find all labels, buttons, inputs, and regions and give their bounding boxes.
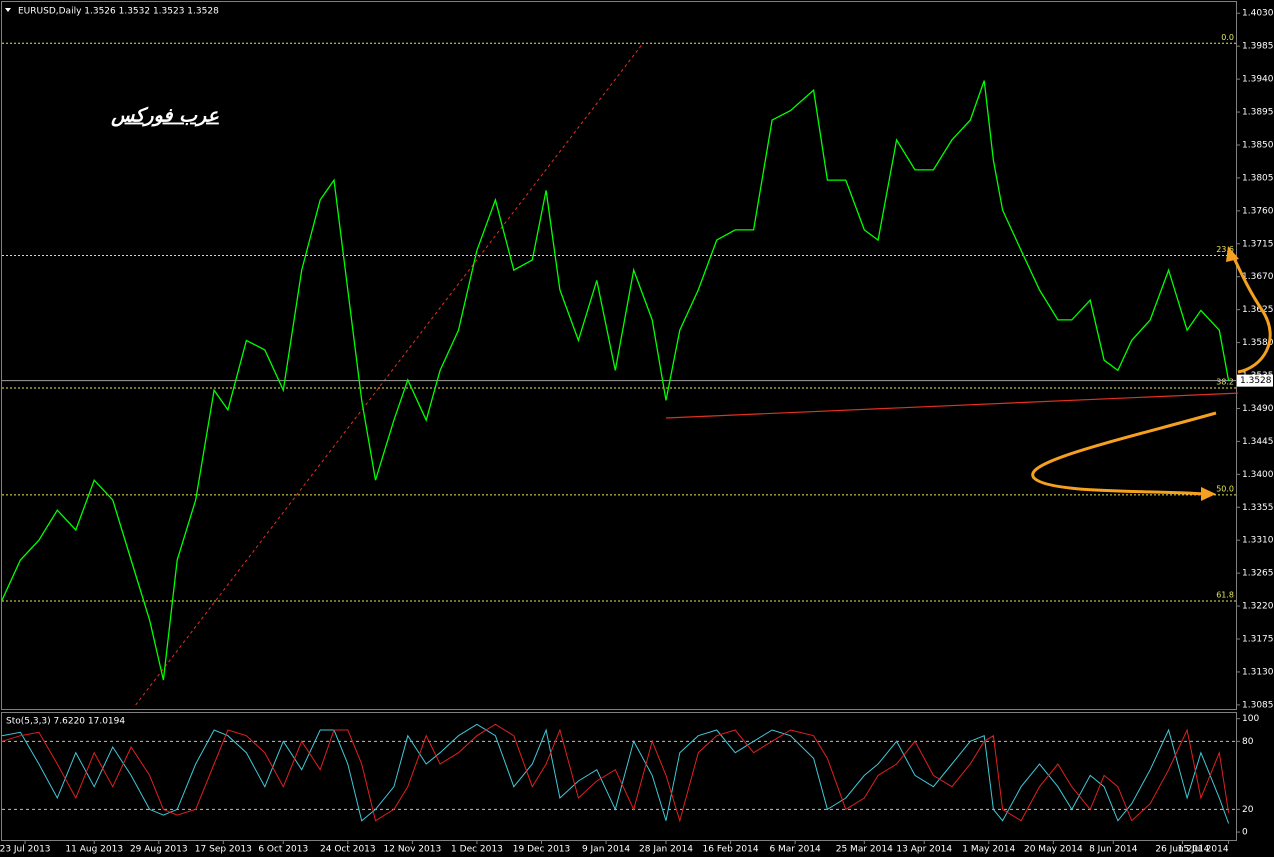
x-tick-label: 29 Aug 2013 bbox=[130, 845, 188, 855]
y-tick-label: 1.3445 bbox=[1242, 437, 1274, 447]
y-tick-label: 1.3715 bbox=[1242, 239, 1274, 249]
arrow-right bbox=[1031, 411, 1217, 496]
x-tick-label: 26 Jun 2014 bbox=[1155, 845, 1209, 855]
watermark: عرب فوركس bbox=[110, 105, 219, 127]
fibo-label: 23.6 bbox=[1216, 245, 1234, 254]
fibo-label: 0.0 bbox=[1221, 33, 1234, 42]
x-tick-label: 6 Mar 2014 bbox=[769, 845, 821, 855]
y-tick-label: 80 bbox=[1242, 737, 1254, 747]
x-tick-label: 11 Aug 2013 bbox=[65, 845, 123, 855]
fibo-label: 38.2 bbox=[1216, 377, 1234, 386]
y-tick-label: 1.3625 bbox=[1242, 305, 1274, 315]
x-tick-label: 17 Sep 2013 bbox=[195, 845, 252, 855]
y-tick-label: 1.3220 bbox=[1242, 602, 1274, 612]
x-tick-label: 6 Oct 2013 bbox=[258, 845, 308, 855]
last-price-label: 1.3528 bbox=[1240, 376, 1272, 386]
fibo-label: 61.8 bbox=[1216, 590, 1234, 599]
title-arrow bbox=[5, 8, 11, 12]
y-tick-label: 20 bbox=[1242, 805, 1254, 815]
x-tick-label: 20 May 2014 bbox=[1024, 845, 1083, 855]
x-tick-label: 13 Apr 2014 bbox=[896, 845, 952, 855]
y-tick-label: 1.3940 bbox=[1242, 75, 1274, 85]
trendline bbox=[135, 42, 644, 706]
y-tick-label: 1.3490 bbox=[1242, 404, 1274, 414]
y-tick-label: 1.3760 bbox=[1242, 206, 1274, 216]
x-tick-label: 24 Oct 2013 bbox=[320, 845, 376, 855]
y-tick-label: 1.3265 bbox=[1242, 569, 1274, 579]
x-tick-label: 12 Nov 2013 bbox=[384, 845, 442, 855]
last-price-box bbox=[1237, 374, 1273, 387]
y-tick-label: 1.3895 bbox=[1242, 108, 1274, 118]
x-tick-label: 28 Jan 2014 bbox=[639, 845, 693, 855]
y-tick-label: 1.3355 bbox=[1242, 503, 1274, 513]
x-tick-label: 9 Jan 2014 bbox=[582, 845, 630, 855]
y-tick-label: 1.3850 bbox=[1242, 140, 1274, 150]
y-tick-label: 1.4030 bbox=[1242, 9, 1274, 19]
fibo-label: 50.0 bbox=[1216, 484, 1234, 493]
x-tick-label: 1 Dec 2013 bbox=[451, 845, 503, 855]
y-tick-label: 1.3805 bbox=[1242, 173, 1274, 183]
y-tick-label: 100 bbox=[1242, 714, 1259, 724]
x-tick-label: 16 Feb 2014 bbox=[703, 845, 759, 855]
x-tick-label: 8 Jun 2014 bbox=[1089, 845, 1138, 855]
y-tick-label: 1.3985 bbox=[1242, 42, 1274, 52]
y-tick-label: 0 bbox=[1242, 828, 1248, 838]
main-panel-frame bbox=[1, 1, 1237, 710]
trendline bbox=[665, 392, 1238, 419]
y-tick-label: 1.3175 bbox=[1242, 635, 1274, 645]
x-tick-label: 1 May 2014 bbox=[962, 845, 1015, 855]
x-tick-label: 25 Mar 2014 bbox=[836, 845, 893, 855]
plot-layer: 1.4030 1.3985 1.3940 1.3895 1.3850 1.3805 1.37… bbox=[0, 9, 1274, 855]
y-tick-label: 1.3085 bbox=[1242, 700, 1274, 710]
orange-arrows bbox=[1031, 257, 1272, 496]
y-tick-label: 1.3670 bbox=[1242, 272, 1274, 282]
stoch-title: Sto(5,3,3) 7.6220 17.0194 bbox=[6, 717, 125, 727]
arrowhead-right bbox=[1201, 487, 1216, 501]
stoch-panel-frame bbox=[1, 712, 1237, 841]
y-tick-label: 1.3580 bbox=[1242, 338, 1274, 348]
indicator-line bbox=[1, 723, 1230, 824]
y-tick-label: 1.3130 bbox=[1242, 667, 1274, 677]
arrowhead-up bbox=[1226, 246, 1239, 262]
y-tick-label: 1.3400 bbox=[1242, 470, 1274, 480]
x-tick-label: 19 Dec 2013 bbox=[513, 845, 571, 855]
x-tick-label: 23 Jul 2013 bbox=[0, 845, 51, 855]
x-tick-label: 15 Jul 2014 bbox=[1178, 845, 1229, 855]
indicator-line bbox=[1, 723, 1230, 823]
price-line bbox=[1, 80, 1230, 681]
y-tick-label: 1.3310 bbox=[1242, 536, 1274, 546]
arrow-up bbox=[1232, 257, 1272, 374]
chart-title: EURUSD,Daily 1.3526 1.3532 1.3523 1.3528 bbox=[18, 7, 219, 17]
